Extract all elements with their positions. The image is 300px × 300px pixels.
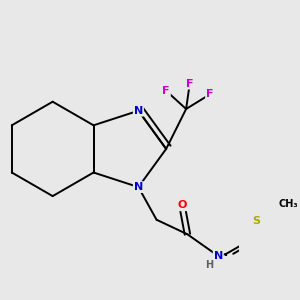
Text: CH₃: CH₃ [278,199,298,209]
Text: O: O [177,200,187,210]
Text: N: N [134,106,143,116]
Text: N: N [214,251,223,261]
Text: F: F [206,89,214,100]
Text: H: H [205,260,213,270]
Text: F: F [186,79,194,88]
Text: S: S [252,216,260,226]
Text: N: N [134,182,143,192]
Text: F: F [162,86,170,96]
